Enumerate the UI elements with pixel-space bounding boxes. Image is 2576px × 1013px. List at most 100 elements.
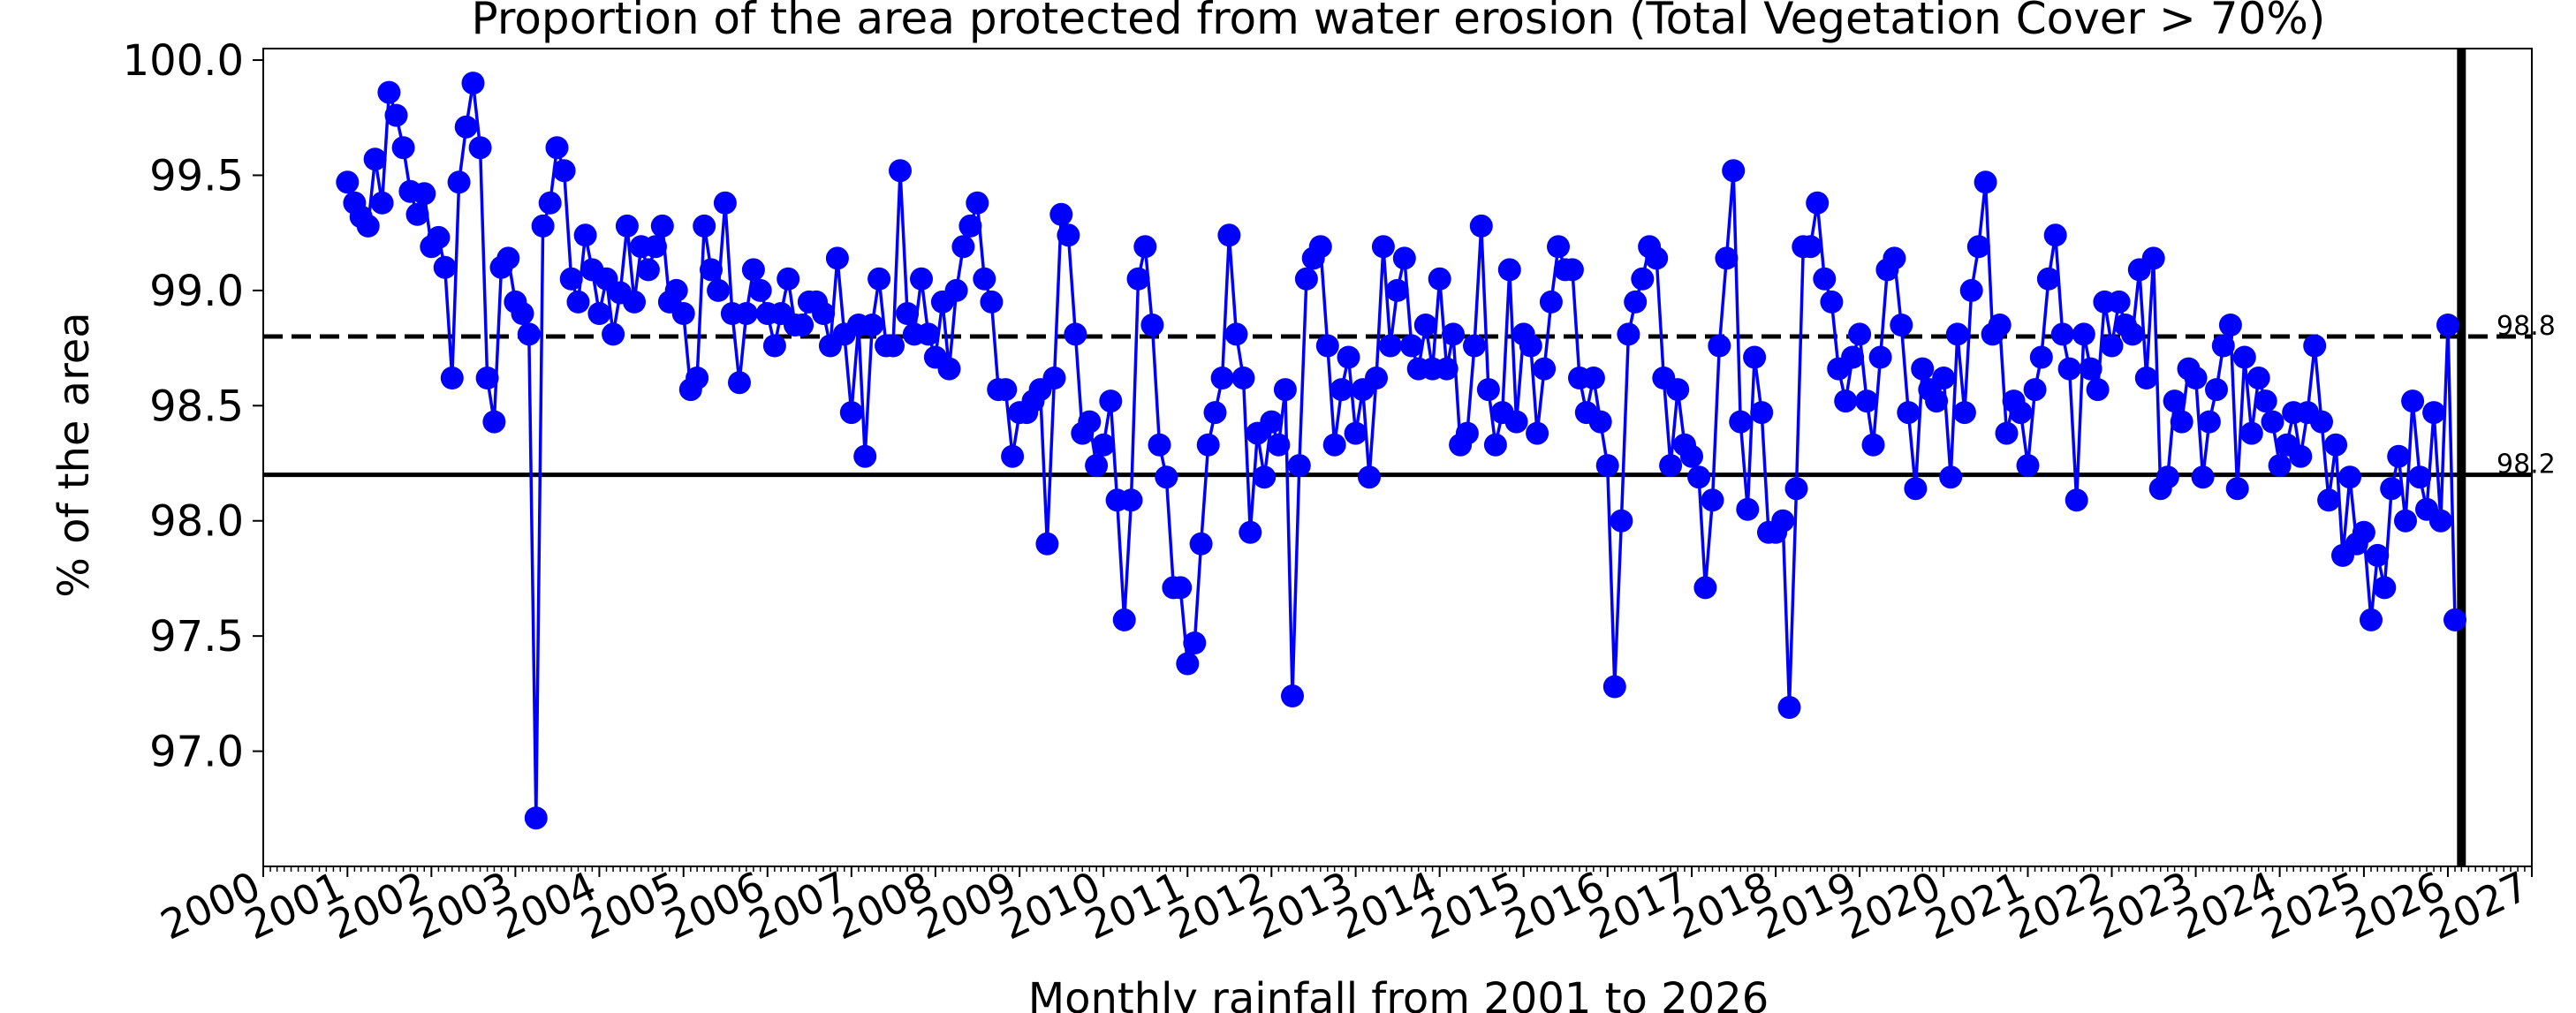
data-point (377, 80, 401, 104)
data-point (1231, 367, 1255, 389)
x-axis-label: Monthly rainfall from 2001 to 2026 (1028, 974, 1769, 1013)
data-point (2184, 367, 2208, 389)
data-point (1189, 532, 1213, 556)
data-point (944, 278, 968, 302)
data-point (496, 246, 520, 270)
data-point (748, 278, 772, 302)
data-point (1322, 433, 1346, 457)
data-point (1035, 532, 1059, 556)
data-point (2268, 454, 2292, 478)
data-point (1988, 314, 2012, 336)
data-point (1344, 421, 1368, 445)
data-point (2079, 357, 2102, 381)
data-point (461, 72, 485, 95)
data-point (2310, 410, 2333, 434)
data-point (1722, 159, 1746, 183)
data-point (413, 182, 436, 206)
data-point (1624, 290, 1648, 314)
data-point (1463, 334, 1486, 358)
data-point (1042, 367, 1066, 389)
plot-area: 97.097.598.098.599.099.5100.020002001200… (123, 36, 2556, 949)
data-point (1112, 608, 1136, 631)
data-point (2086, 378, 2110, 402)
data-point (2303, 334, 2327, 358)
data-point (2057, 357, 2081, 381)
data-point (2197, 410, 2221, 434)
data-point (475, 367, 499, 389)
data-point (1743, 345, 1767, 369)
data-point (1378, 334, 1402, 358)
data-point (1631, 267, 1655, 291)
data-point (1358, 465, 1381, 489)
data-point (1092, 433, 1116, 457)
data-point (1715, 246, 1739, 270)
data-point (2156, 465, 2179, 489)
data-point (1078, 410, 1102, 434)
data-point (1868, 345, 1892, 369)
data-point (517, 322, 541, 346)
data-point (1777, 696, 1801, 719)
data-point (1861, 433, 1885, 457)
data-point (839, 401, 863, 425)
data-point (1504, 410, 1528, 434)
data-point (2072, 322, 2095, 346)
data-point (566, 290, 590, 314)
data-point (1133, 235, 1157, 259)
data-point (1890, 314, 1913, 336)
data-point (2065, 488, 2088, 512)
data-point (636, 258, 660, 282)
data-point (1610, 509, 1633, 533)
data-point (2352, 520, 2375, 544)
data-point (2401, 389, 2425, 413)
data-point (1064, 322, 1087, 346)
data-point (482, 410, 506, 434)
data-point (1442, 322, 1465, 346)
data-point (2218, 314, 2242, 336)
data-point (2289, 444, 2313, 468)
data-point (531, 214, 555, 238)
data-point (356, 214, 380, 238)
y-tick-label: 97.5 (149, 612, 244, 661)
data-point (741, 258, 765, 282)
data-point (1966, 235, 1990, 259)
data-point (2261, 410, 2284, 434)
data-point (447, 170, 471, 194)
data-point (853, 444, 877, 468)
data-point (511, 302, 534, 325)
data-point (693, 214, 716, 238)
data-point (812, 302, 836, 325)
data-point (433, 255, 457, 279)
data-point (1196, 433, 1220, 457)
data-point (468, 136, 492, 160)
data-point (1841, 345, 1865, 369)
data-point (1526, 421, 1549, 445)
data-point (2317, 488, 2341, 512)
data-point (1547, 235, 1570, 259)
data-point (1595, 454, 1619, 478)
data-point (707, 278, 731, 302)
data-point (454, 115, 478, 139)
data-point (2387, 444, 2411, 468)
data-point (980, 290, 1004, 314)
data-point (994, 378, 1018, 402)
data-point (1267, 433, 1291, 457)
data-point (1294, 267, 1318, 291)
data-point (2191, 465, 2215, 489)
data-point (615, 214, 639, 238)
data-point (1140, 314, 1164, 336)
data-point (868, 267, 891, 291)
data-point (700, 258, 723, 282)
data-point (1253, 465, 1277, 489)
data-point (2366, 543, 2390, 567)
data-point (2211, 334, 2235, 358)
data-point (1239, 520, 1262, 544)
data-point (391, 136, 415, 160)
data-point (937, 357, 961, 381)
y-tick-label: 100.0 (123, 36, 244, 86)
y-axis-label: % of the area (49, 312, 99, 597)
data-point (1260, 410, 1284, 434)
data-point (1210, 367, 1234, 389)
data-point (1974, 170, 1997, 194)
